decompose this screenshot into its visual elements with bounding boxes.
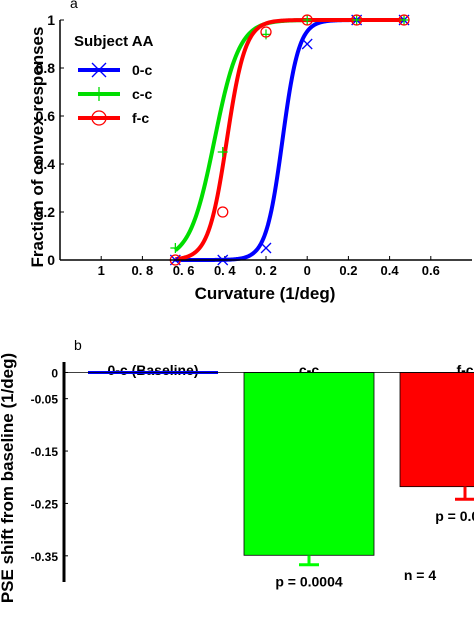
legend-title: Subject AA	[74, 33, 154, 50]
panel-a-curves	[174, 18, 405, 262]
bar-category-label: 0-c (Baseline)	[107, 362, 198, 378]
legend-entries: 0-c c-c f-c	[78, 62, 152, 126]
legend-marker-0-c	[91, 62, 107, 78]
x-tick-label: 0. 8	[132, 263, 154, 278]
data-point-f-c	[260, 26, 272, 38]
curve-c-c	[174, 18, 405, 252]
data-point-f-c	[217, 206, 229, 218]
legend-label-f-c: f-c	[132, 110, 149, 126]
panel-a-ylabel: Fraction of convex responses	[28, 27, 47, 268]
x-tick-label: 0	[304, 263, 311, 278]
p-value-label: p = 0.0004	[275, 574, 343, 590]
x-tick-label: 0. 4	[214, 263, 236, 278]
y-tick-label: -0.35	[31, 550, 59, 564]
bar-f-c	[399, 372, 474, 488]
x-tick-label: 0. 6	[173, 263, 195, 278]
y-tick-label: 0.4	[36, 156, 56, 172]
curve-f-c	[175, 18, 405, 262]
data-point-f-c	[398, 14, 410, 26]
panel-a: a Fraction of convex responses Curvature…	[28, 0, 472, 303]
panel-b-note: n = 4	[404, 567, 437, 583]
y-tick-label: -0.15	[31, 445, 59, 459]
panel-a-points	[169, 14, 410, 266]
panel-a-x-ticks: 1 0. 8 0. 6 0. 4 0. 2 0 0.2 0.4 0.6	[98, 256, 440, 278]
data-point-0-c	[260, 242, 272, 254]
panel-b-label: b	[74, 337, 82, 353]
legend-box	[68, 18, 164, 146]
y-tick-label: -0.25	[31, 497, 59, 511]
x-tick-label: 0.2	[339, 263, 357, 278]
y-tick-label: 0.6	[36, 108, 56, 124]
x-tick-label: 0. 2	[255, 263, 277, 278]
legend-label-c-c: c-c	[132, 86, 152, 102]
panel-a-y-ticks: 0 0.2 0.4 0.6 0.8 1	[36, 12, 64, 268]
panel-a-xlabel: Curvature (1/deg)	[195, 284, 336, 303]
p-value-label: p = 0.003	[435, 508, 474, 524]
panel-a-axes	[59, 20, 472, 261]
panel-b-ylabel: PSE shift from baseline (1/deg)	[0, 353, 17, 603]
y-tick-label: 1	[47, 12, 55, 28]
y-tick-label: 0	[47, 252, 55, 268]
x-tick-label: 0.4	[381, 263, 400, 278]
data-point-f-c	[350, 14, 363, 26]
panel-a-label: a	[70, 0, 78, 11]
panel-a-legend: Subject AA 0-c c-c f-c	[68, 18, 164, 146]
x-tick-label: 1	[98, 263, 105, 278]
data-point-0-c	[301, 38, 313, 50]
bar-c-c	[243, 372, 375, 556]
x-tick-label: 0.6	[422, 263, 440, 278]
y-tick-label: 0.2	[36, 204, 56, 220]
panel-b: b PSE shift from baseline (1/deg) 0 -0.05…	[0, 337, 474, 603]
panel-b-y-ticks: 0 -0.05 -0.15 -0.25 -0.35	[31, 366, 68, 564]
y-tick-label: -0.05	[31, 393, 59, 407]
data-point-f-c	[301, 14, 313, 26]
y-tick-label: 0.8	[36, 60, 56, 76]
legend-marker-f-c	[91, 110, 107, 126]
y-tick-label: 0	[51, 366, 58, 380]
legend-label-0-c: 0-c	[132, 62, 152, 78]
panel-b-axes	[62, 362, 474, 582]
